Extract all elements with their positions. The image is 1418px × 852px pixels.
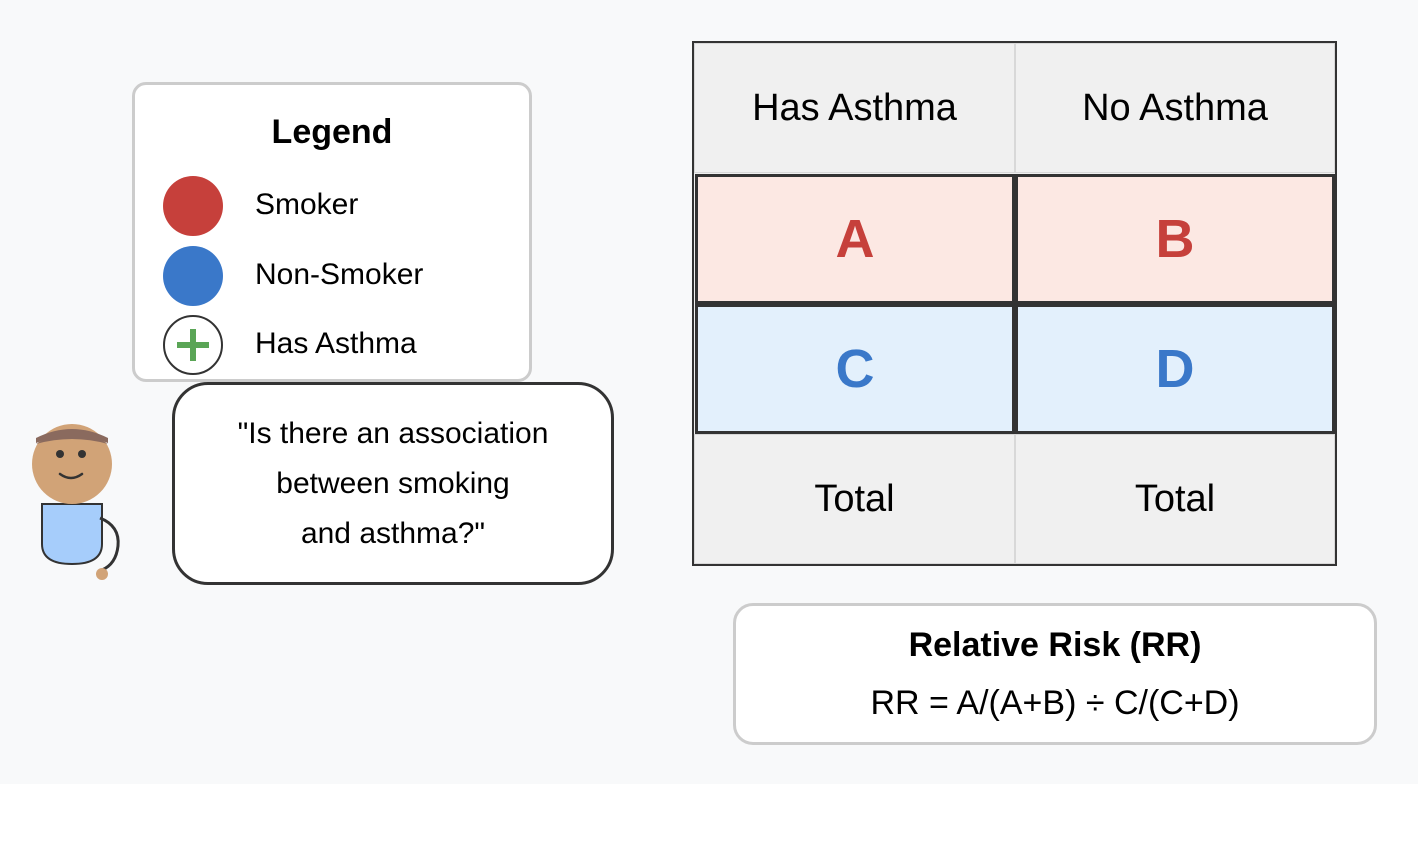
red-circle-icon <box>163 176 223 236</box>
legend-item-non-smoker: Non-Smoker <box>163 246 523 306</box>
cell-letter: A <box>835 209 875 269</box>
cell-letter: D <box>1155 339 1195 399</box>
header-label: Has Asthma <box>752 86 957 129</box>
relative-risk-box: Relative Risk (RR) RR = A/(A+B) ÷ C/(C+D… <box>733 603 1377 745</box>
speech-line: "Is there an association <box>237 416 549 450</box>
cell-letter: C <box>835 339 875 399</box>
header-no-asthma: No Asthma <box>1015 43 1335 173</box>
cell-letter: B <box>1155 209 1195 269</box>
relative-risk-title: Relative Risk (RR) <box>908 626 1202 664</box>
legend-title: Legend <box>271 113 393 151</box>
total-label: Total <box>814 477 895 520</box>
contingency-table: Has Asthma No Asthma A B C D Total Total <box>692 41 1337 566</box>
legend-box: Legend Smoker Non-Smoker Has Asthma <box>132 82 532 382</box>
relative-risk-formula: RR = A/(A+B) ÷ C/(C+D) <box>870 684 1240 722</box>
cell-d: D <box>1015 304 1335 434</box>
header-label: No Asthma <box>1082 86 1268 129</box>
total-no-asthma: Total <box>1015 434 1335 564</box>
speech-bubble: "Is there an association between smoking… <box>172 382 614 585</box>
doctor-icon <box>32 424 120 580</box>
plus-circle-icon <box>163 315 223 375</box>
total-label: Total <box>1134 477 1216 520</box>
cell-c: C <box>695 304 1015 434</box>
legend-label: Has Asthma <box>255 327 417 360</box>
cell-b: B <box>1015 174 1335 304</box>
speech-bubble-text: "Is there an association between smoking… <box>203 409 583 559</box>
cell-a: A <box>695 174 1015 304</box>
legend-label: Smoker <box>255 188 359 221</box>
speech-line: and asthma?" <box>300 516 486 550</box>
header-has-asthma: Has Asthma <box>694 43 1015 173</box>
blue-circle-icon <box>163 246 223 306</box>
legend-item-has-asthma: Has Asthma <box>163 315 523 375</box>
diagram-canvas: Legend Smoker Non-Smoker Has Asthma <box>32 41 1377 745</box>
legend-label: Non-Smoker <box>255 258 424 291</box>
speech-line: between smoking <box>276 466 510 500</box>
legend-item-smoker: Smoker <box>163 176 523 236</box>
total-has-asthma: Total <box>694 434 1015 564</box>
